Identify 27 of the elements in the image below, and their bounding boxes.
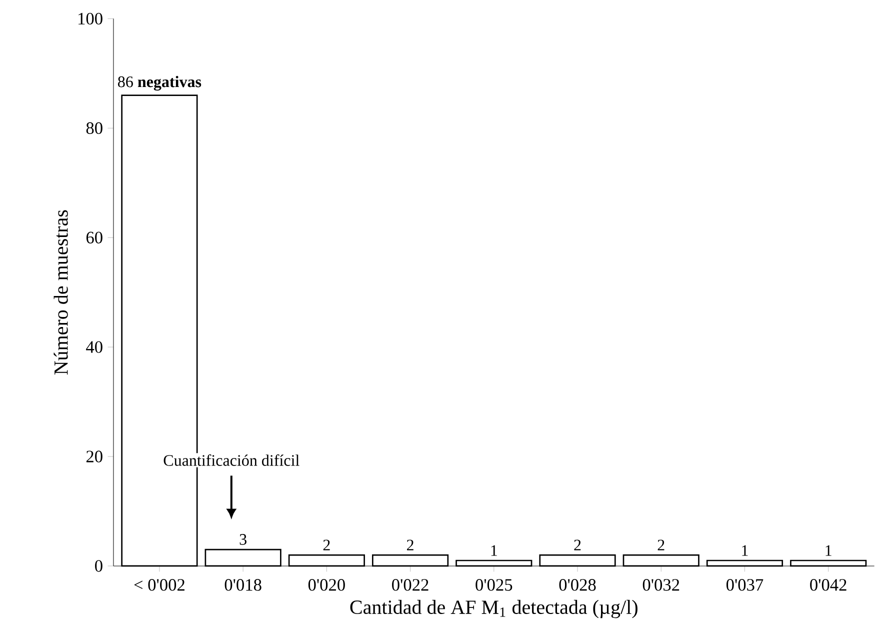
x-tick-label: 0'022 [392,579,428,591]
data-label: 2 [406,540,414,550]
data-label: 86 negativas [118,76,202,91]
x-tick-label: 0'037 [726,579,764,591]
y-tick-label: 40 [86,341,102,353]
data-label: 1 [742,545,748,556]
x-axis-title: Cantidad de AF M$_{1}$ detectada (µg/l) [350,600,638,618]
data-label: 1 [491,545,497,556]
x-tick-label: 0'025 [476,579,512,591]
x-tick-label: 0'018 [224,579,262,591]
y-tick-label: 0 [95,560,102,572]
x-tick-label: 0'020 [308,579,345,591]
x-tick-label: 0'028 [559,579,596,591]
x-tick-label: 0'042 [810,579,846,591]
data-label: 2 [658,540,664,550]
data-label: 3 [240,534,246,545]
x-tick-label: < 0'002 [134,579,184,591]
y-tick-label: 100 [78,12,102,25]
data-label: 2 [323,540,330,550]
y-tick-label: 80 [86,122,102,134]
y-tick-label: 60 [86,232,102,244]
x-tick-label: 0'032 [642,579,680,591]
y-axis-title: Número de muestras [54,210,68,375]
data-label: 1 [826,545,832,556]
data-label: 2 [574,540,581,550]
annotation: Cuantificación difícil [164,454,300,466]
y-tick-label: 20 [86,450,102,462]
